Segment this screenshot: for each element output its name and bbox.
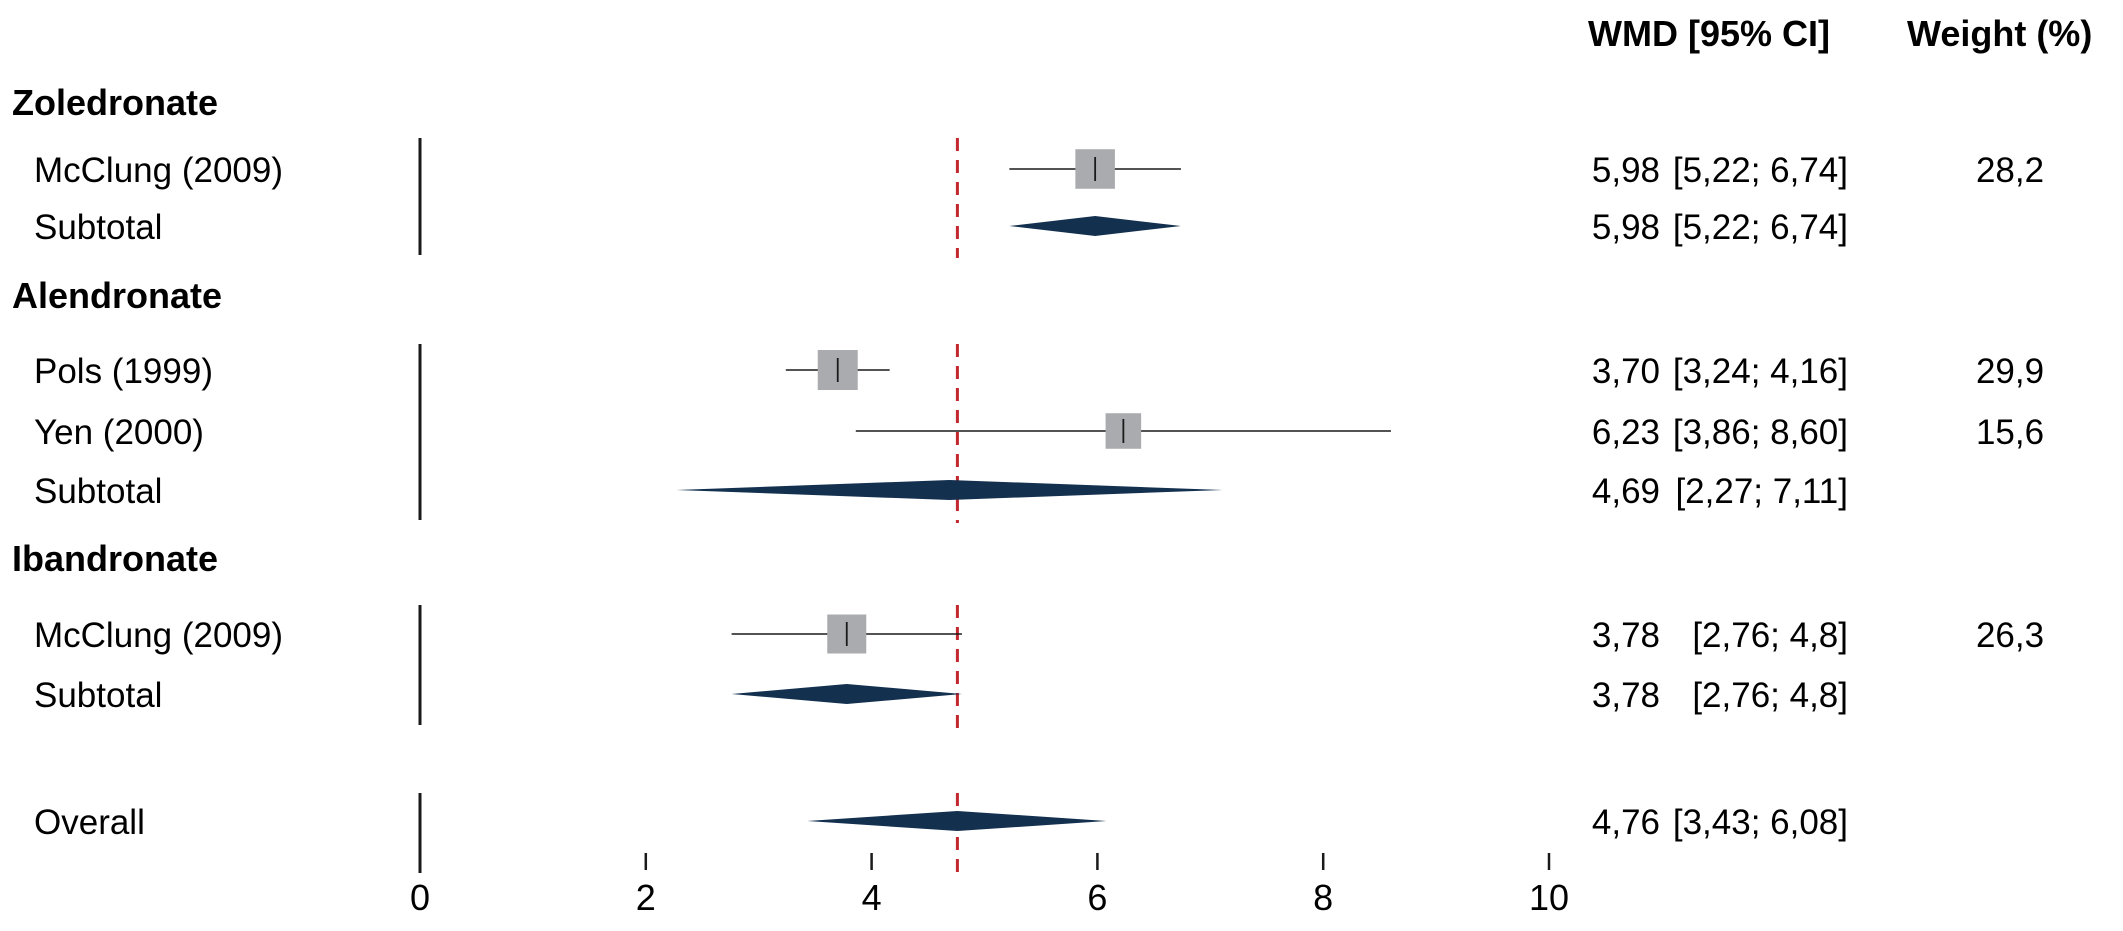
ci-value: [2,76; 4,8] xyxy=(1692,676,1848,715)
weight-column-header: Weight (%) xyxy=(1907,13,2092,54)
estimate-value: 5,98 xyxy=(1592,151,1660,190)
ci-value: [3,86; 8,60] xyxy=(1673,413,1848,452)
estimate-value: 3,78 xyxy=(1592,676,1660,715)
study-label: McClung (2009) xyxy=(34,151,283,190)
estimate-value: 3,70 xyxy=(1592,352,1660,391)
estimate-value: 4,69 xyxy=(1592,472,1660,511)
estimate-marks xyxy=(676,149,1391,831)
row-text: Zoledronate McClung (2009) 5,98 [5,22; 6,74… xyxy=(12,82,2044,842)
study-label: McClung (2009) xyxy=(34,616,283,655)
estimate-value: 6,23 xyxy=(1592,413,1660,452)
weight-value: 15,6 xyxy=(1976,413,2044,452)
weight-value: 29,9 xyxy=(1976,352,2044,391)
weight-value: 28,2 xyxy=(1976,151,2044,190)
estimate-value: 4,76 xyxy=(1592,803,1660,842)
subtotal-diamond xyxy=(731,684,962,704)
x-tick-label: 2 xyxy=(636,877,656,918)
subtotal-label: Subtotal xyxy=(34,472,162,511)
subtotal-label: Subtotal xyxy=(34,208,162,247)
study-label: Pols (1999) xyxy=(34,352,213,391)
effect-column-header: WMD [95% CI] xyxy=(1588,13,1830,54)
weight-value: 26,3 xyxy=(1976,616,2044,655)
x-tick-label: 4 xyxy=(862,877,882,918)
x-tick-label: 10 xyxy=(1529,877,1569,918)
ci-value: [5,22; 6,74] xyxy=(1673,208,1848,247)
x-tick-label: 8 xyxy=(1313,877,1333,918)
subtotal-diamond xyxy=(1009,216,1181,236)
group-label: Zoledronate xyxy=(12,82,218,123)
x-tick-label: 0 xyxy=(410,877,430,918)
ci-value: [2,27; 7,11] xyxy=(1675,472,1848,511)
study-label: Yen (2000) xyxy=(34,413,204,452)
x-tick-label: 6 xyxy=(1087,877,1107,918)
estimate-value: 3,78 xyxy=(1592,616,1660,655)
overall-diamond xyxy=(807,811,1107,831)
overall-label: Overall xyxy=(34,803,145,842)
subtotal-diamond xyxy=(676,480,1223,500)
x-axis: 0 2 4 6 8 10 xyxy=(410,853,1569,918)
subtotal-label: Subtotal xyxy=(34,676,162,715)
estimate-value: 5,98 xyxy=(1592,208,1660,247)
ci-value: [5,22; 6,74] xyxy=(1673,151,1848,190)
group-label: Ibandronate xyxy=(12,538,218,579)
ci-value: [2,76; 4,8] xyxy=(1692,616,1848,655)
ci-value: [3,24; 4,16] xyxy=(1673,352,1848,391)
group-label: Alendronate xyxy=(12,275,222,316)
ci-value: [3,43; 6,08] xyxy=(1673,803,1848,842)
